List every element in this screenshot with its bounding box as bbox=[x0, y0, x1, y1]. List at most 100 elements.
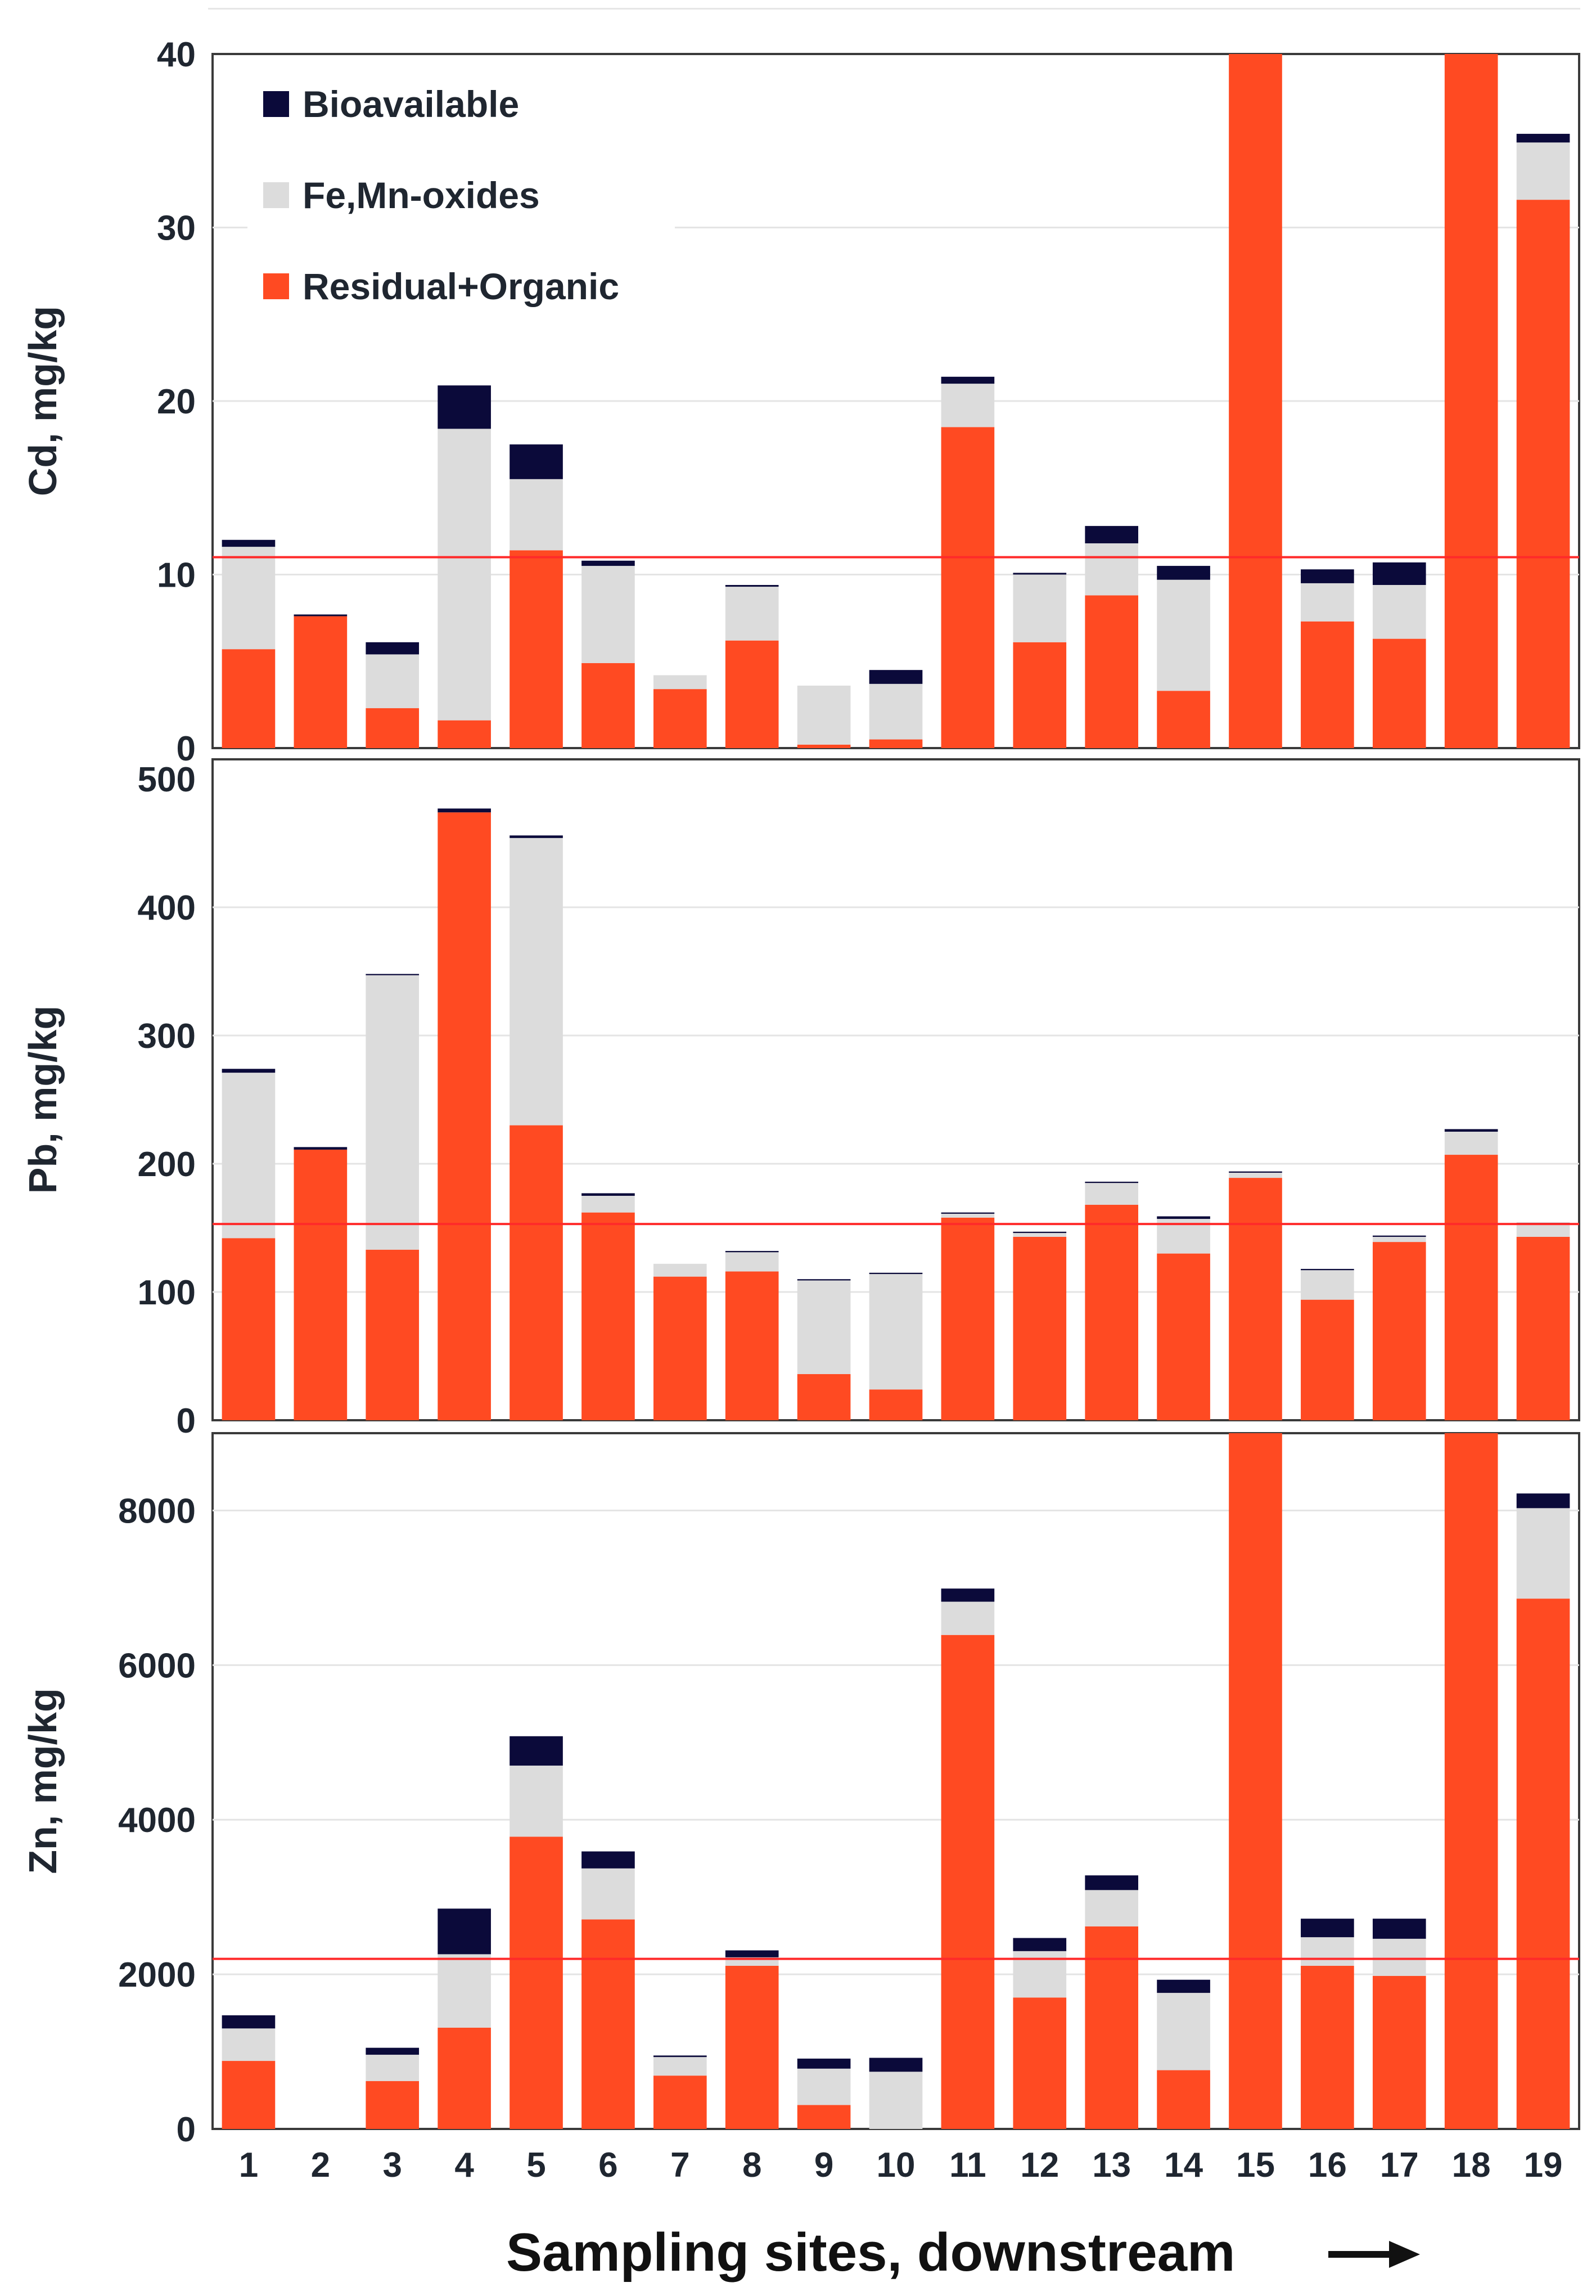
x-tick-label-site-15: 15 bbox=[1236, 2146, 1275, 2185]
cd-bar-residual-organic-site-19 bbox=[1516, 200, 1570, 748]
cd-bar-bioavailable-site-17 bbox=[1372, 562, 1426, 586]
zn-y-tick-label: 4000 bbox=[118, 1801, 196, 1840]
pb-bar-residual-organic-site-7 bbox=[653, 1276, 707, 1420]
zn-bar-bioavailable-site-7 bbox=[653, 2055, 707, 2058]
x-tick-label-site-13: 13 bbox=[1092, 2146, 1131, 2185]
zn-bar-bioavailable-site-8 bbox=[725, 1950, 779, 1957]
zn-bar-residual-organic-site-3 bbox=[366, 2081, 420, 2129]
zn-bar-bioavailable-site-16 bbox=[1301, 1919, 1354, 1938]
x-tick-label-site-19: 19 bbox=[1524, 2146, 1563, 2185]
pb-bar-bioavailable-site-10 bbox=[869, 1272, 923, 1275]
cd-bar-fe-mn-oxides-site-16 bbox=[1301, 583, 1354, 622]
cd-bar-residual-organic-site-15 bbox=[1229, 54, 1282, 748]
right-arrow-icon bbox=[1328, 2241, 1420, 2268]
legend-label-fe-mn-oxides: Fe,Mn-oxides bbox=[303, 174, 540, 216]
zn-bar-bioavailable-site-5 bbox=[510, 1736, 563, 1766]
cd-bar-residual-organic-site-4 bbox=[438, 720, 491, 748]
x-tick-label-site-10: 10 bbox=[877, 2146, 916, 2185]
cd-bar-bioavailable-site-19 bbox=[1516, 133, 1570, 143]
pb-bar-bioavailable-site-12 bbox=[1013, 1231, 1067, 1233]
pb-bar-residual-organic-site-1 bbox=[222, 1238, 276, 1420]
x-tick-label-site-7: 7 bbox=[670, 2146, 689, 2185]
x-tick-label-site-17: 17 bbox=[1380, 2146, 1419, 2185]
cd-y-tick-label: 20 bbox=[157, 382, 196, 421]
pb-bar-residual-organic-site-15 bbox=[1229, 1178, 1282, 1420]
zn-bar-fe-mn-oxides-site-4 bbox=[438, 1954, 491, 2028]
zn-bar-fe-mn-oxides-site-7 bbox=[653, 2057, 707, 2076]
x-tick-label-site-8: 8 bbox=[742, 2146, 761, 2185]
pb-bar-bioavailable-site-6 bbox=[581, 1193, 635, 1196]
pb-bar-fe-mn-oxides-site-3 bbox=[366, 975, 420, 1250]
cd-bar-bioavailable-site-2 bbox=[294, 614, 348, 616]
pb-y-tick-label: 200 bbox=[138, 1145, 196, 1184]
zn-bar-bioavailable-site-17 bbox=[1372, 1919, 1426, 1939]
zn-bar-residual-organic-site-17 bbox=[1372, 1975, 1426, 2129]
zn-bar-bioavailable-site-19 bbox=[1516, 1493, 1570, 1509]
cd-bar-fe-mn-oxides-site-11 bbox=[941, 384, 995, 427]
zn-bar-residual-organic-site-5 bbox=[510, 1836, 563, 2129]
pb-bar-residual-organic-site-19 bbox=[1516, 1236, 1570, 1420]
zn-bar-residual-organic-site-9 bbox=[797, 2105, 851, 2129]
top-rule bbox=[208, 8, 1580, 10]
pb-bar-bioavailable-site-14 bbox=[1157, 1216, 1210, 1219]
pb-y-tick-label: 300 bbox=[138, 1017, 196, 1056]
cd-bar-residual-organic-site-10 bbox=[869, 739, 923, 748]
pb-bar-residual-organic-site-10 bbox=[869, 1389, 923, 1420]
zn-bar-residual-organic-site-7 bbox=[653, 2076, 707, 2129]
cd-bar-bioavailable-site-4 bbox=[438, 385, 491, 429]
cd-bar-residual-organic-site-3 bbox=[366, 708, 420, 748]
pb-bar-residual-organic-site-13 bbox=[1085, 1204, 1139, 1420]
cd-bar-bioavailable-site-6 bbox=[581, 560, 635, 566]
zn-bar-residual-organic-site-19 bbox=[1516, 1599, 1570, 2129]
pb-bar-bioavailable-site-18 bbox=[1444, 1129, 1498, 1132]
cd-bar-residual-organic-site-11 bbox=[941, 427, 995, 748]
pb-bar-fe-mn-oxides-site-7 bbox=[653, 1263, 707, 1277]
zn-bar-bioavailable-site-12 bbox=[1013, 1938, 1067, 1951]
pb-bar-fe-mn-oxides-site-13 bbox=[1085, 1183, 1139, 1205]
cd-bar-fe-mn-oxides-site-4 bbox=[438, 429, 491, 721]
pb-bar-fe-mn-oxides-site-1 bbox=[222, 1073, 276, 1239]
x-tick-label-site-5: 5 bbox=[526, 2146, 545, 2185]
zn-bar-residual-organic-site-11 bbox=[941, 1635, 995, 2129]
pb-bar-bioavailable-site-8 bbox=[725, 1251, 779, 1253]
zn-bar-residual-organic-site-18 bbox=[1444, 1433, 1498, 2129]
pb-y-tick-label: 400 bbox=[138, 889, 196, 928]
x-tick-label-site-16: 16 bbox=[1308, 2146, 1347, 2185]
cd-bar-residual-organic-site-1 bbox=[222, 649, 276, 748]
pb-bar-fe-mn-oxides-site-18 bbox=[1444, 1132, 1498, 1155]
x-tick-label-site-4: 4 bbox=[454, 2146, 474, 2185]
pb-bar-residual-organic-site-12 bbox=[1013, 1236, 1067, 1420]
cd-bar-residual-organic-site-13 bbox=[1085, 595, 1139, 748]
pb-y-tick-label: 0 bbox=[177, 1402, 196, 1440]
zn-bar-bioavailable-site-4 bbox=[438, 1908, 491, 1955]
cd-bar-residual-organic-site-8 bbox=[725, 640, 779, 748]
cd-bar-fe-mn-oxides-site-9 bbox=[797, 685, 851, 745]
legend-swatch-fe-mn-oxides bbox=[263, 182, 289, 208]
cd-bar-fe-mn-oxides-site-14 bbox=[1157, 579, 1210, 691]
cd-bar-bioavailable-site-8 bbox=[725, 585, 779, 587]
zn-bar-residual-organic-site-15 bbox=[1229, 1433, 1282, 2129]
pb-bar-fe-mn-oxides-site-6 bbox=[581, 1196, 635, 1213]
zn-y-tick-label: 0 bbox=[177, 2110, 196, 2149]
x-tick-label-site-3: 3 bbox=[382, 2146, 402, 2185]
x-tick-label-site-18: 18 bbox=[1452, 2146, 1491, 2185]
cd-y-tick-label: 30 bbox=[157, 209, 196, 248]
cd-bar-bioavailable-site-13 bbox=[1085, 526, 1139, 543]
pb-bar-residual-organic-site-5 bbox=[510, 1125, 563, 1420]
pb-bar-fe-mn-oxides-site-5 bbox=[510, 838, 563, 1126]
cd-bar-fe-mn-oxides-site-12 bbox=[1013, 574, 1067, 642]
pb-bar-residual-organic-site-6 bbox=[581, 1212, 635, 1420]
cd-bar-residual-organic-site-17 bbox=[1372, 638, 1426, 748]
pb-bar-fe-mn-oxides-site-17 bbox=[1372, 1236, 1426, 1242]
cd-bar-fe-mn-oxides-site-13 bbox=[1085, 543, 1139, 596]
pb-bar-residual-organic-site-3 bbox=[366, 1249, 420, 1420]
pb-bar-fe-mn-oxides-site-16 bbox=[1301, 1270, 1354, 1300]
zn-y-axis-label: Zn, mg/kg bbox=[21, 1688, 65, 1874]
pb-bar-bioavailable-site-16 bbox=[1301, 1268, 1354, 1271]
cd-bar-residual-organic-site-2 bbox=[294, 616, 348, 748]
pb-y-tick-label: 500 bbox=[138, 760, 196, 799]
pb-bar-residual-organic-site-17 bbox=[1372, 1242, 1426, 1420]
pb-bar-bioavailable-site-17 bbox=[1372, 1235, 1426, 1237]
cd-bar-fe-mn-oxides-site-3 bbox=[366, 654, 420, 709]
zn-bar-fe-mn-oxides-site-1 bbox=[222, 2028, 276, 2061]
